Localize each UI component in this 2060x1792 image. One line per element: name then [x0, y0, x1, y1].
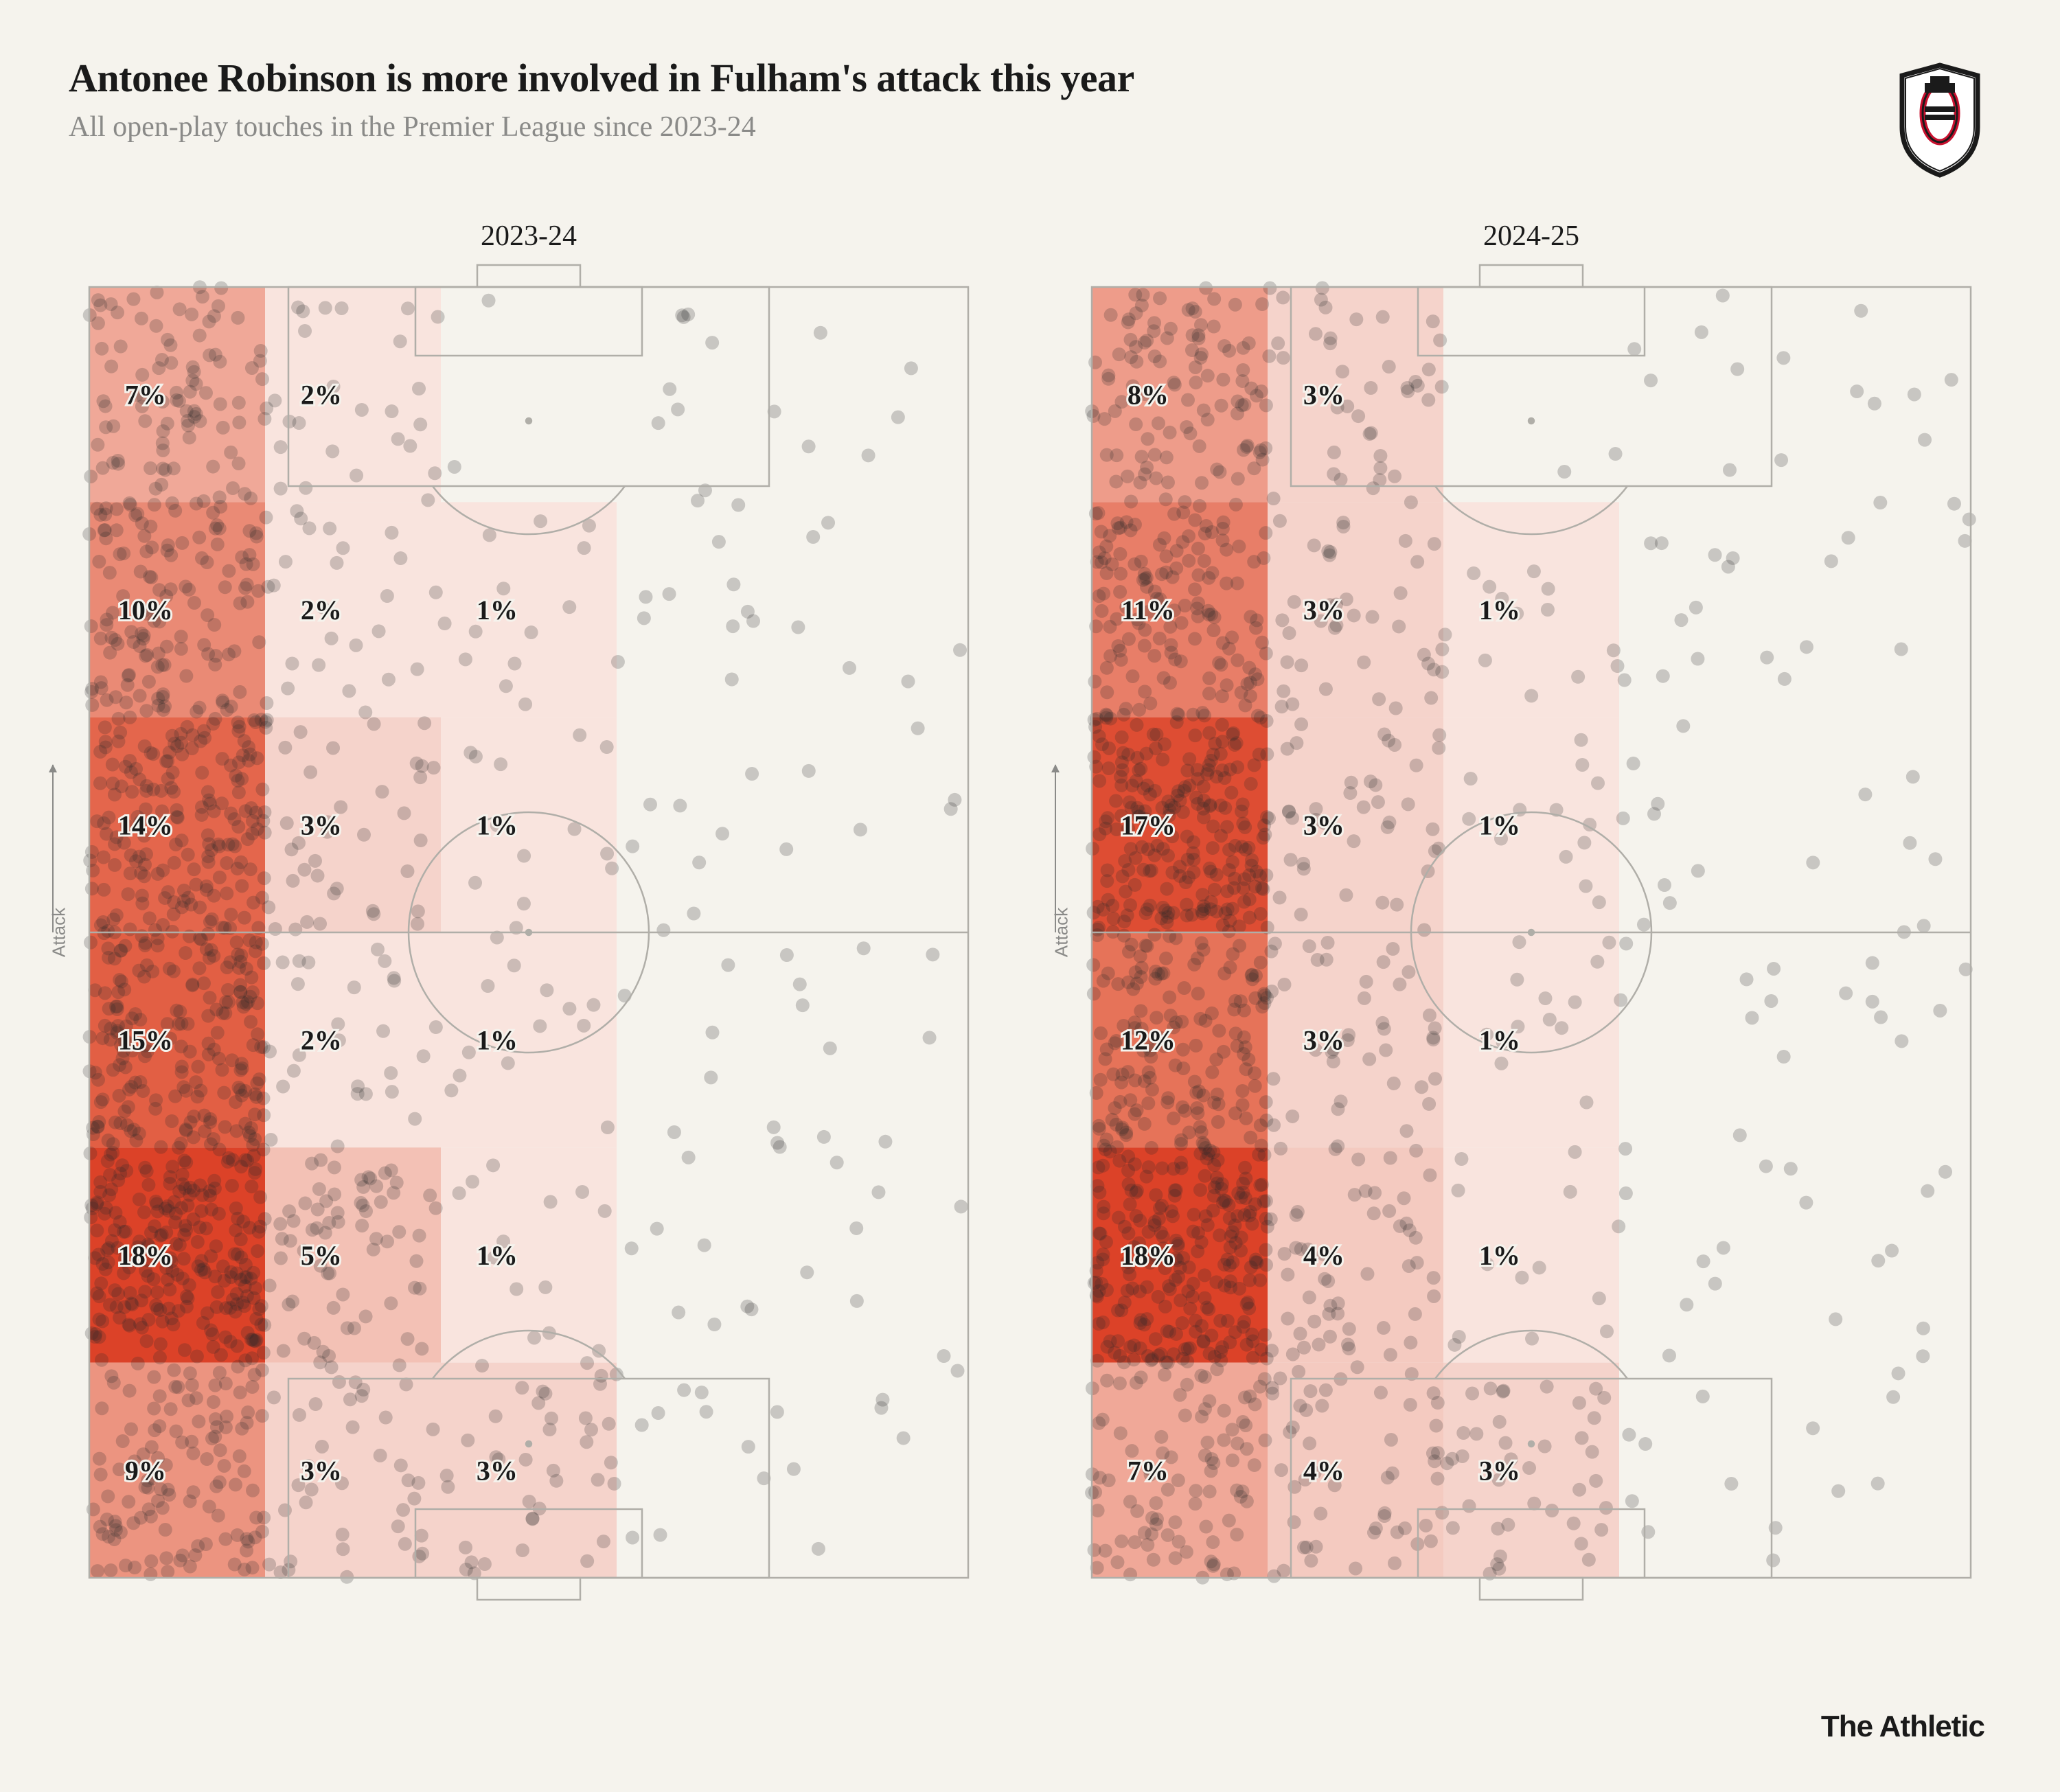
svg-text:2%: 2% [301, 595, 342, 625]
svg-text:11%: 11% [1121, 595, 1175, 625]
pitch-heatmap: 7% 2% 10% 2% 1% 14% 3% 1% 15% 2% 1% 18% 5% 1% 9% 3% 3% [89, 287, 968, 1578]
svg-text:7%: 7% [1128, 1455, 1169, 1486]
club-logo [1888, 55, 1991, 179]
svg-text:3%: 3% [1479, 1455, 1520, 1486]
svg-text:1%: 1% [1479, 595, 1520, 625]
attack-direction-label: Attack [49, 908, 70, 957]
svg-text:7%: 7% [125, 380, 166, 411]
svg-text:2%: 2% [301, 1025, 342, 1056]
svg-text:1%: 1% [477, 1240, 518, 1271]
fulham-shield-icon [1895, 62, 1984, 179]
chart-subtitle: All open-play touches in the Premier Lea… [69, 111, 1888, 143]
svg-text:18%: 18% [1121, 1240, 1176, 1271]
svg-text:5%: 5% [301, 1240, 342, 1271]
attack-direction-label: Attack [1051, 908, 1073, 957]
source-credit: The Athletic [1821, 1710, 1984, 1744]
pitch-label: 2024-25 [1071, 220, 1991, 253]
svg-text:4%: 4% [1303, 1240, 1344, 1271]
chart-2024-25: 2024-25 Attack 8%3%11%3%1%17%3%1%12%3%1%… [1071, 220, 1991, 1578]
svg-text:2%: 2% [301, 380, 342, 411]
svg-text:1%: 1% [1479, 1240, 1520, 1271]
chart-title: Antonee Robinson is more involved in Ful… [69, 55, 1888, 101]
svg-text:15%: 15% [118, 1025, 173, 1056]
svg-text:1%: 1% [1479, 1025, 1520, 1056]
svg-text:3%: 3% [1303, 380, 1344, 411]
svg-text:4%: 4% [1303, 1455, 1344, 1486]
svg-text:3%: 3% [1303, 809, 1344, 840]
svg-text:1%: 1% [477, 809, 518, 840]
svg-text:3%: 3% [1303, 595, 1344, 625]
svg-text:3%: 3% [477, 1455, 518, 1486]
svg-text:10%: 10% [118, 595, 173, 625]
header: Antonee Robinson is more involved in Ful… [69, 55, 1991, 179]
charts-row: 2023-24 Attack 7% 2% 10% 2% 1% 14% 3% 1% 15% 2% 1%… [69, 220, 1991, 1578]
pitch-label: 2023-24 [69, 220, 989, 253]
svg-text:3%: 3% [301, 809, 342, 840]
svg-text:8%: 8% [1128, 380, 1169, 411]
svg-text:17%: 17% [1121, 809, 1176, 840]
svg-text:1%: 1% [477, 595, 518, 625]
pitch-heatmap: 8% 3% 11% 3% 1% 17% 3% 1% 12% 3% 1% 18% 4% 1% 7% 4% 3% [1092, 287, 1971, 1578]
svg-text:12%: 12% [1121, 1025, 1176, 1056]
svg-text:14%: 14% [118, 809, 173, 840]
svg-text:1%: 1% [477, 1025, 518, 1056]
svg-text:9%: 9% [125, 1455, 166, 1486]
svg-text:1%: 1% [1479, 809, 1520, 840]
svg-text:18%: 18% [118, 1240, 173, 1271]
svg-text:3%: 3% [1303, 1025, 1344, 1056]
title-block: Antonee Robinson is more involved in Ful… [69, 55, 1888, 143]
svg-text:3%: 3% [301, 1455, 342, 1486]
chart-2023-24: 2023-24 Attack 7%2%10%2%1%14%3%1%15%2%1%… [69, 220, 989, 1578]
